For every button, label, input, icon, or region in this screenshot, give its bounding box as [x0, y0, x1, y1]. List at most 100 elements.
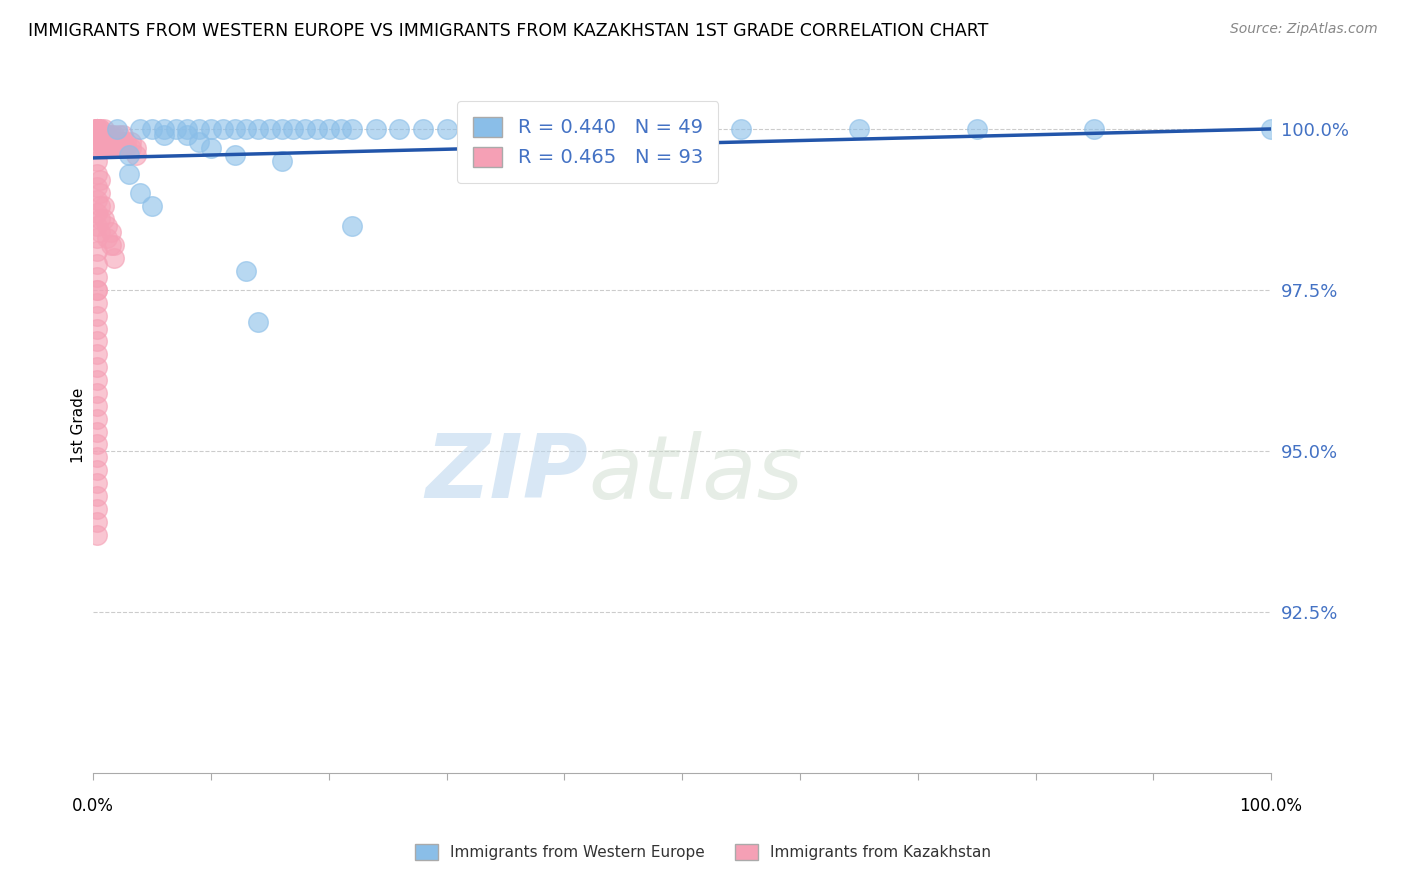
Point	[100, 237, 122, 252]
Point	[89, 141, 111, 155]
Point	[176, 122, 198, 136]
Point	[86, 373, 108, 387]
Point	[436, 122, 458, 136]
Point	[89, 128, 111, 143]
Point	[96, 219, 118, 233]
Point	[100, 225, 122, 239]
Point	[342, 122, 364, 136]
Point	[86, 334, 108, 349]
Point	[211, 122, 233, 136]
Point	[86, 489, 108, 503]
Point	[86, 122, 108, 136]
Point	[188, 122, 211, 136]
Point	[247, 122, 270, 136]
Point	[388, 122, 411, 136]
Point	[86, 219, 108, 233]
Point	[1083, 122, 1105, 136]
Point	[530, 122, 553, 136]
Point	[96, 128, 118, 143]
Point	[89, 135, 111, 149]
Point	[86, 122, 108, 136]
Point	[96, 135, 118, 149]
Point	[86, 283, 108, 297]
Point	[86, 476, 108, 491]
Point	[86, 122, 108, 136]
Text: 0.0%: 0.0%	[72, 797, 114, 815]
Point	[93, 212, 115, 227]
Point	[86, 411, 108, 425]
Point	[671, 122, 693, 136]
Point	[86, 193, 108, 207]
Point	[108, 141, 131, 155]
Point	[458, 122, 481, 136]
Point	[86, 450, 108, 465]
Point	[86, 515, 108, 529]
Y-axis label: 1st Grade: 1st Grade	[72, 387, 86, 463]
Point	[89, 186, 111, 201]
Point	[93, 128, 115, 143]
Point	[93, 199, 115, 213]
Point	[89, 122, 111, 136]
Point	[103, 128, 125, 143]
Point	[86, 360, 108, 375]
Point	[86, 437, 108, 451]
Point	[270, 122, 292, 136]
Point	[86, 122, 108, 136]
Point	[200, 122, 222, 136]
Point	[103, 237, 125, 252]
Point	[553, 122, 575, 136]
Point	[283, 122, 305, 136]
Point	[86, 347, 108, 361]
Legend: R = 0.440   N = 49, R = 0.465   N = 93: R = 0.440 N = 49, R = 0.465 N = 93	[457, 101, 718, 183]
Point	[89, 212, 111, 227]
Point	[589, 122, 612, 136]
Point	[115, 141, 138, 155]
Point	[412, 122, 434, 136]
Point	[100, 128, 122, 143]
Legend: Immigrants from Western Europe, Immigrants from Kazakhstan: Immigrants from Western Europe, Immigran…	[409, 838, 997, 866]
Point	[86, 122, 108, 136]
Point	[86, 309, 108, 323]
Point	[494, 122, 516, 136]
Point	[108, 128, 131, 143]
Point	[89, 199, 111, 213]
Point	[86, 295, 108, 310]
Point	[224, 147, 246, 161]
Point	[100, 135, 122, 149]
Point	[224, 122, 246, 136]
Point	[294, 122, 316, 136]
Point	[89, 128, 111, 143]
Point	[86, 321, 108, 335]
Point	[129, 186, 152, 201]
Point	[93, 141, 115, 155]
Point	[176, 128, 198, 143]
Point	[111, 141, 134, 155]
Point	[93, 128, 115, 143]
Point	[108, 135, 131, 149]
Point	[86, 231, 108, 245]
Point	[120, 141, 142, 155]
Point	[93, 135, 115, 149]
Point	[111, 128, 134, 143]
Point	[96, 141, 118, 155]
Text: atlas: atlas	[588, 431, 803, 516]
Point	[93, 122, 115, 136]
Point	[848, 122, 870, 136]
Point	[89, 173, 111, 187]
Point	[86, 122, 108, 136]
Point	[103, 251, 125, 265]
Point	[111, 135, 134, 149]
Point	[966, 122, 988, 136]
Point	[318, 122, 340, 136]
Point	[117, 167, 139, 181]
Point	[93, 141, 115, 155]
Point	[364, 122, 387, 136]
Point	[86, 244, 108, 259]
Point	[1260, 122, 1282, 136]
Point	[86, 527, 108, 541]
Point	[100, 141, 122, 155]
Point	[730, 122, 752, 136]
Text: 100.0%: 100.0%	[1240, 797, 1302, 815]
Point	[86, 122, 108, 136]
Point	[86, 122, 108, 136]
